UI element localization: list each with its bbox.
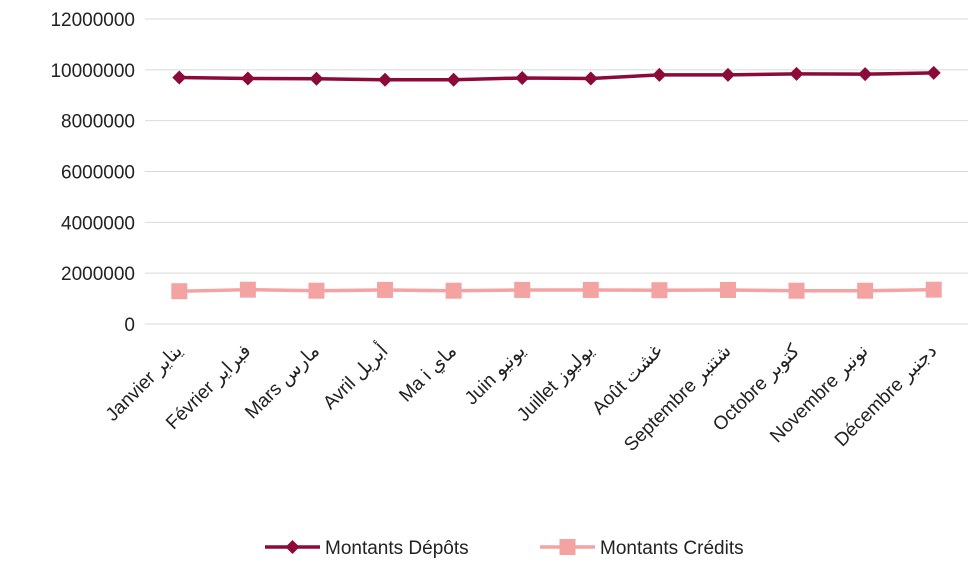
y-tick-label: 6000000 — [61, 163, 135, 184]
data-point-marker — [582, 281, 599, 298]
y-tick-label: 2000000 — [61, 264, 135, 285]
data-point-marker — [651, 282, 668, 299]
data-point-marker — [652, 67, 667, 82]
legend-label: Montants Crédits — [600, 538, 744, 559]
data-point-marker — [720, 67, 735, 82]
data-point-marker — [308, 282, 325, 299]
legend: Montants Dépôts Montants Crédits — [265, 538, 744, 559]
data-point-marker — [172, 70, 187, 85]
data-point-marker — [858, 67, 873, 82]
x-tick-label: Ma i ماي — [395, 341, 461, 407]
series-layer — [171, 65, 942, 300]
data-point-marker — [788, 282, 805, 299]
data-point-marker — [240, 71, 255, 86]
data-point-marker — [719, 281, 736, 298]
data-point-marker — [514, 281, 531, 298]
data-point-marker — [515, 70, 530, 85]
series-line — [179, 71, 934, 82]
x-tick-label: Mars مارس — [241, 341, 324, 424]
y-axis-ticks: 0 2000000 4000000 6000000 8000000 10000000 120… — [50, 10, 135, 336]
data-point-marker — [789, 66, 804, 81]
y-tick-label: 0 — [124, 315, 135, 336]
data-point-marker — [926, 65, 941, 80]
y-tick-label: 8000000 — [61, 112, 135, 133]
data-point-marker — [309, 71, 324, 86]
data-point-marker — [857, 282, 874, 299]
y-tick-label: 4000000 — [61, 213, 135, 234]
data-point-marker — [445, 282, 462, 299]
data-point-marker — [239, 281, 256, 298]
legend-marker — [285, 540, 300, 554]
x-tick-label: Avril أبريل — [317, 339, 392, 414]
series-line — [179, 287, 934, 293]
y-tick-label: 10000000 — [50, 61, 135, 82]
data-point-marker — [446, 72, 461, 87]
data-point-marker — [925, 281, 942, 298]
x-tick-label: Juin يونيو — [461, 341, 530, 410]
data-point-marker — [377, 281, 394, 298]
gridlines — [145, 18, 968, 325]
data-point-marker — [378, 72, 393, 87]
legend-marker — [559, 539, 576, 555]
data-point-marker — [583, 71, 598, 86]
data-point-marker — [171, 283, 188, 300]
y-tick-label: 12000000 — [50, 10, 135, 31]
legend-label: Montants Dépôts — [325, 538, 469, 559]
